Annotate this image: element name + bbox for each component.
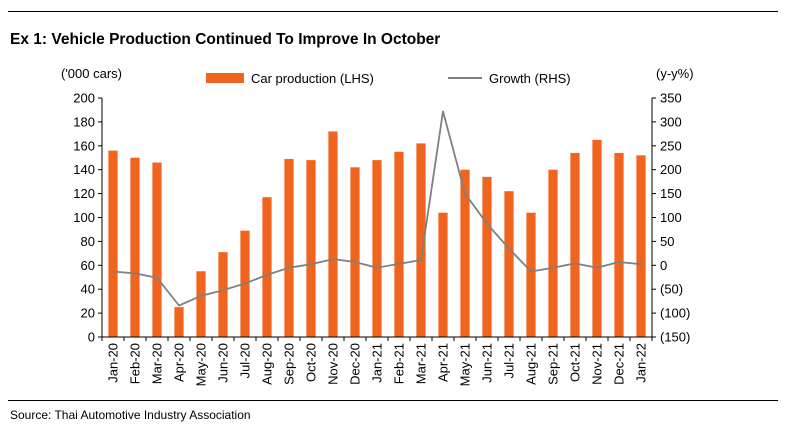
x-tick-label: Mar-20 <box>150 343 165 384</box>
left-axis-unit: ('000 cars) <box>61 66 122 81</box>
left-tick-label: 80 <box>81 234 95 249</box>
bar <box>262 197 272 337</box>
bar <box>174 307 184 337</box>
x-tick-label: Oct-20 <box>304 343 319 382</box>
left-tick-label: 120 <box>73 186 95 201</box>
bar <box>218 252 228 337</box>
left-tick-label: 100 <box>73 210 95 225</box>
x-tick-label: Apr-21 <box>436 343 451 382</box>
bar <box>548 169 558 337</box>
right-tick-label: (100) <box>660 306 690 321</box>
x-tick-label: Feb-20 <box>128 343 143 384</box>
x-tick-label: Jun-21 <box>480 343 495 383</box>
left-tick-label: 20 <box>81 306 95 321</box>
x-tick-label: May-20 <box>194 343 209 386</box>
bar <box>372 160 382 337</box>
right-tick-label: 300 <box>660 114 682 129</box>
bar <box>196 271 206 337</box>
x-tick-label: Jun-20 <box>216 343 231 383</box>
right-tick-label: 50 <box>660 234 674 249</box>
legend-line-label: Growth (RHS) <box>489 71 571 86</box>
bar <box>636 155 646 337</box>
bar <box>394 151 404 337</box>
x-tick-label: Nov-20 <box>326 343 341 385</box>
bottom-rule <box>8 400 778 401</box>
x-tick-label: Dec-21 <box>612 343 627 385</box>
bar <box>570 152 580 337</box>
x-tick-label: Aug-20 <box>260 343 275 385</box>
bar <box>614 152 624 337</box>
bar <box>328 131 338 337</box>
bar <box>482 176 492 337</box>
left-tick-label: 180 <box>73 114 95 129</box>
bar <box>284 158 294 337</box>
bar <box>306 160 316 337</box>
right-tick-label: 150 <box>660 186 682 201</box>
right-tick-label: (50) <box>660 282 683 297</box>
left-tick-label: 200 <box>73 91 95 106</box>
right-tick-label: 100 <box>660 210 682 225</box>
bar <box>526 212 536 337</box>
right-tick-label: 0 <box>660 258 667 273</box>
bar <box>350 167 360 337</box>
x-tick-label: Jan-21 <box>370 343 385 383</box>
legend-bar-swatch <box>206 73 244 83</box>
right-tick-label: (150) <box>660 330 690 345</box>
x-tick-label: Feb-21 <box>392 343 407 384</box>
x-tick-label: Oct-21 <box>568 343 583 382</box>
legend-bar-label: Car production (LHS) <box>251 71 374 86</box>
x-tick-label: Jul-21 <box>502 343 517 378</box>
left-tick-label: 40 <box>81 282 95 297</box>
x-tick-label: Jan-20 <box>106 343 121 383</box>
chart-title: Ex 1: Vehicle Production Continued To Im… <box>10 31 441 48</box>
source-note: Source: Thai Automotive Industry Associa… <box>10 408 251 422</box>
right-tick-label: 350 <box>660 91 682 106</box>
x-tick-label: Jul-20 <box>238 343 253 378</box>
plot-area: 0 20 40 60 80 100 120 140 160 180 200 (150) (100) (50… <box>73 91 690 387</box>
bar <box>504 191 514 337</box>
left-tick-label: 160 <box>73 138 95 153</box>
bar <box>460 169 470 337</box>
x-tick-label: Mar-21 <box>414 343 429 384</box>
left-tick-label: 140 <box>73 162 95 177</box>
x-tick-label: Apr-20 <box>172 343 187 382</box>
bar <box>130 157 140 337</box>
right-tick-label: 250 <box>660 138 682 153</box>
x-tick-label: Sep-21 <box>546 343 561 385</box>
x-tick-label: May-21 <box>458 343 473 386</box>
x-tick-label: Dec-20 <box>348 343 363 385</box>
right-tick-label: 200 <box>660 162 682 177</box>
left-tick-label: 60 <box>81 258 95 273</box>
top-rule <box>8 11 778 12</box>
bar <box>592 139 602 337</box>
right-axis-unit: (y-y%) <box>656 66 694 81</box>
bar <box>108 150 118 337</box>
growth-line <box>112 110 642 307</box>
x-tick-label: Jan-22 <box>634 343 649 383</box>
bar <box>152 162 162 337</box>
legend: Car production (LHS) Growth (RHS) <box>206 71 571 86</box>
bar <box>416 143 426 337</box>
x-tick-label: Aug-21 <box>524 343 539 385</box>
bar <box>438 212 448 337</box>
x-tick-label: Nov-21 <box>590 343 605 385</box>
x-tick-label: Sep-20 <box>282 343 297 385</box>
left-tick-label: 0 <box>88 330 95 345</box>
